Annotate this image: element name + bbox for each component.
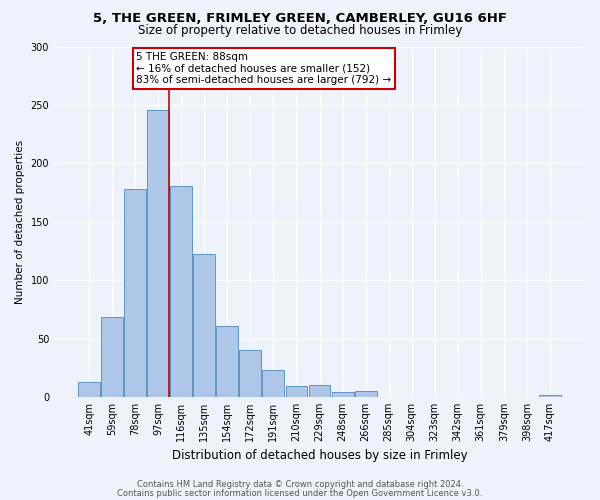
Text: Size of property relative to detached houses in Frimley: Size of property relative to detached ho… xyxy=(138,24,462,37)
Bar xyxy=(147,110,169,397)
Bar xyxy=(332,392,353,397)
Text: Contains HM Land Registry data © Crown copyright and database right 2024.: Contains HM Land Registry data © Crown c… xyxy=(137,480,463,489)
Bar xyxy=(308,385,331,397)
Bar xyxy=(355,391,377,397)
Bar xyxy=(124,189,146,397)
Bar xyxy=(217,326,238,397)
Bar xyxy=(286,386,307,397)
Text: Contains public sector information licensed under the Open Government Licence v3: Contains public sector information licen… xyxy=(118,488,482,498)
Y-axis label: Number of detached properties: Number of detached properties xyxy=(15,140,25,304)
Bar xyxy=(193,254,215,397)
Bar xyxy=(239,350,262,397)
Bar xyxy=(101,318,123,397)
Bar xyxy=(262,370,284,397)
Bar xyxy=(78,382,100,397)
Text: 5 THE GREEN: 88sqm
← 16% of detached houses are smaller (152)
83% of semi-detach: 5 THE GREEN: 88sqm ← 16% of detached hou… xyxy=(136,52,391,85)
Bar xyxy=(539,394,561,397)
Bar xyxy=(170,186,192,397)
Text: 5, THE GREEN, FRIMLEY GREEN, CAMBERLEY, GU16 6HF: 5, THE GREEN, FRIMLEY GREEN, CAMBERLEY, … xyxy=(93,12,507,26)
X-axis label: Distribution of detached houses by size in Frimley: Distribution of detached houses by size … xyxy=(172,450,467,462)
